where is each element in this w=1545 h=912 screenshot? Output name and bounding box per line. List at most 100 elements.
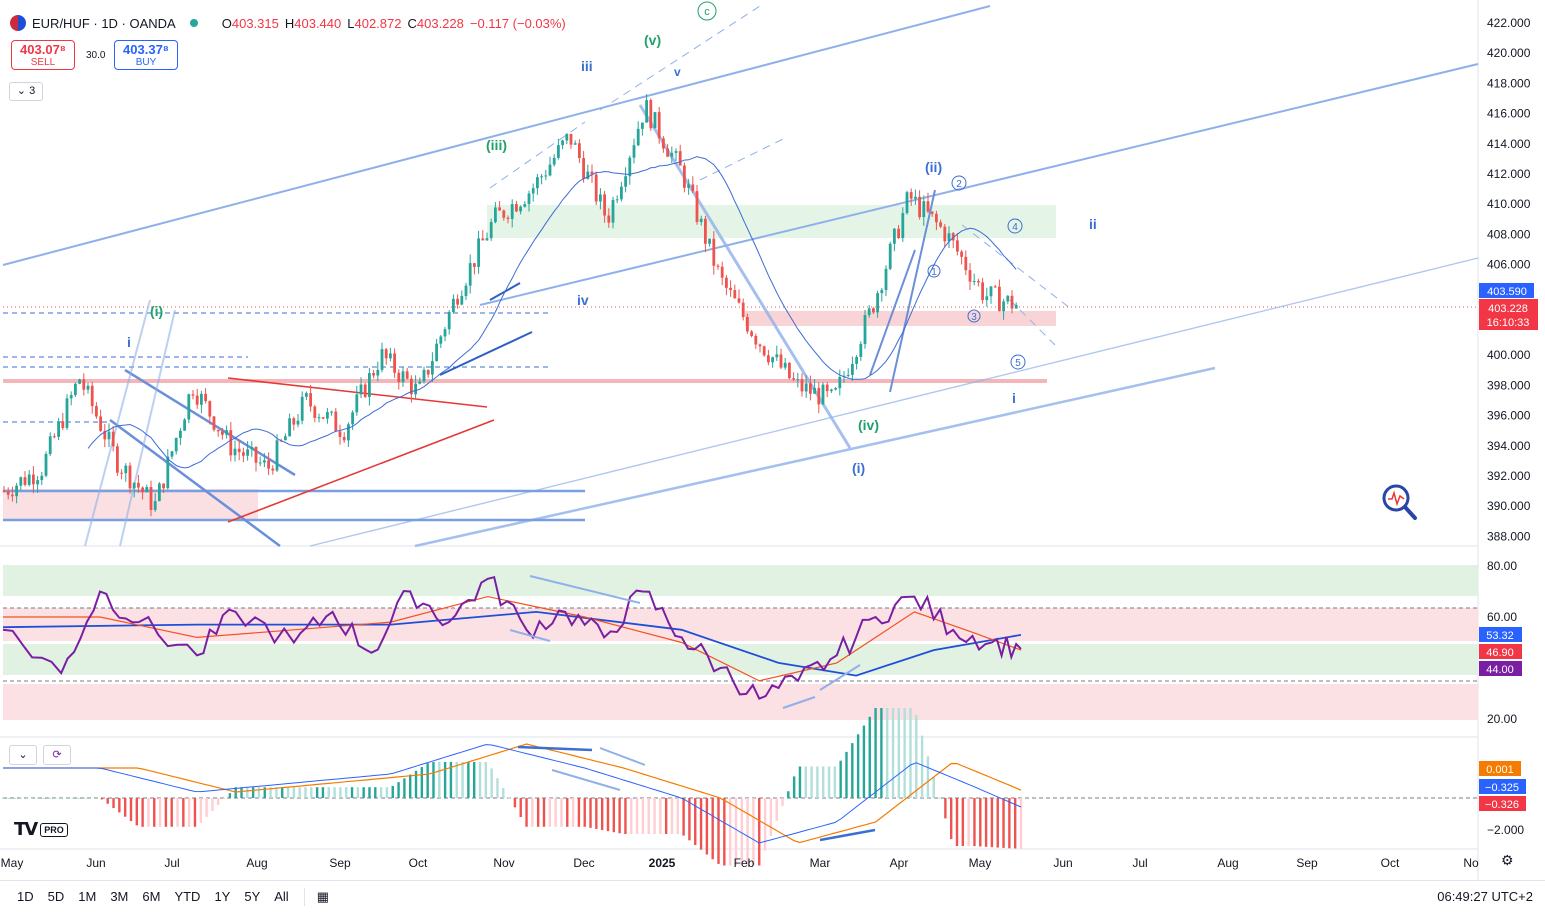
tradingview-logo[interactable]: TV PRO	[14, 819, 68, 840]
magnifier-icon[interactable]	[1382, 484, 1417, 520]
price-axis[interactable]: 422.000 420.000 418.000 416.000 414.000 412.0…	[1487, 16, 1531, 543]
macd-bar	[635, 798, 639, 834]
macd-bar	[182, 798, 185, 827]
timeframe-1m[interactable]: 1M	[78, 889, 97, 904]
macd-bar	[641, 798, 645, 834]
macd-bar	[507, 797, 511, 799]
macd-bar	[647, 798, 650, 834]
macd-bar	[112, 798, 115, 809]
timeframe-6m[interactable]: 6M	[142, 889, 161, 904]
timeframe-1d[interactable]: 1D	[17, 889, 34, 904]
timeframe-ytd[interactable]: YTD	[174, 889, 201, 904]
macd-bar	[36, 798, 40, 799]
macd-bar	[502, 787, 505, 798]
candle-body	[69, 395, 73, 399]
macd-bar	[839, 760, 842, 798]
macd-bar	[903, 708, 906, 798]
macd-bar	[723, 798, 726, 866]
buy-button[interactable]: 403.37⁸ BUY	[114, 40, 178, 70]
candle-body	[99, 416, 102, 431]
candle-body	[82, 379, 86, 390]
candle-body	[397, 372, 401, 383]
candle-body	[767, 355, 770, 363]
high-value: 403.440	[294, 15, 342, 31]
candle-body	[468, 263, 472, 286]
time-tick: Sep	[329, 856, 351, 870]
macd-bar	[484, 762, 488, 798]
candle-body	[817, 387, 821, 405]
macd-bar	[449, 762, 453, 798]
price-tick: 396.000	[1487, 409, 1531, 423]
candle-body	[569, 133, 573, 145]
candle-body	[284, 436, 287, 441]
refresh-icon[interactable]: ⟳	[43, 745, 71, 765]
chevron-down-icon[interactable]: ⌄	[9, 745, 37, 765]
macd-bar	[286, 787, 290, 798]
time-tick: May	[969, 856, 992, 870]
candle-body	[1014, 304, 1018, 309]
rsi-tick: 60.00	[1487, 610, 1517, 624]
macd-bar	[193, 798, 197, 827]
candle-body	[998, 286, 1001, 312]
macd-bar	[536, 798, 540, 827]
candle-body	[699, 218, 703, 223]
supply-zone	[487, 205, 1056, 238]
timeframe-all[interactable]: All	[274, 889, 289, 904]
calendar-icon[interactable]: ▦	[316, 888, 329, 904]
price-tick: 392.000	[1487, 469, 1531, 483]
timeframe-5d[interactable]: 5D	[47, 889, 65, 904]
timeframe-5y[interactable]: 5Y	[244, 889, 261, 904]
candle-body	[813, 387, 816, 394]
macd-bar	[979, 798, 982, 847]
candle-body	[221, 431, 224, 435]
candle-body	[893, 228, 896, 244]
macd-bar	[25, 798, 28, 799]
candle-body	[531, 188, 535, 194]
rsi-tick: 80.00	[1487, 559, 1517, 573]
collapse-indicators-button[interactable]: ⌄ 3	[9, 82, 43, 101]
candle-body	[477, 238, 480, 267]
candle-body	[246, 449, 249, 456]
macd-bar	[426, 763, 429, 798]
macd-bar	[205, 798, 208, 817]
sell-button[interactable]: 403.07⁸ SELL	[11, 40, 75, 70]
candle-body	[212, 416, 216, 430]
clock[interactable]: 06:49:27 UTC+2	[1437, 889, 1533, 904]
candle-body	[351, 412, 354, 425]
settings-icon[interactable]: ⚙	[1501, 852, 1514, 868]
macd-tick: −2.000	[1487, 823, 1524, 837]
macd-bar	[926, 756, 930, 798]
market-status-icon	[189, 19, 198, 27]
chart-canvas[interactable]: iii v iv i (ii) ii (i) i (v) (iii) (i) (…	[0, 0, 1545, 880]
macd-bar	[478, 762, 482, 798]
candle-body	[670, 152, 674, 157]
candle-body	[737, 298, 741, 303]
time-axis[interactable]: May Jun Jul Aug Sep Oct Nov Dec 2025 Feb Mar Apr May…	[1, 856, 1479, 870]
candle-body	[393, 353, 396, 373]
candle-body	[456, 298, 459, 305]
candle-body	[557, 145, 560, 158]
candle-body	[741, 302, 745, 318]
macd-bar	[187, 798, 191, 827]
macd-bar	[961, 798, 965, 846]
macd-bar	[548, 798, 552, 827]
symbol-title[interactable]: EUR/HUF · 1D · OANDA	[32, 15, 176, 31]
macd-bar	[984, 798, 988, 847]
macd-bar	[699, 798, 703, 850]
macd-bar	[379, 787, 383, 798]
candle-body	[153, 501, 157, 510]
macd-bar	[403, 778, 406, 798]
macd-bar	[397, 782, 400, 798]
candle-body	[603, 194, 606, 216]
timeframe-3m[interactable]: 3M	[110, 889, 129, 904]
macd-bar	[542, 798, 546, 827]
candle-body	[137, 482, 140, 488]
macd-bar	[891, 708, 895, 798]
candle-body	[527, 193, 531, 205]
macd-bar	[630, 798, 633, 834]
timeframe-1y[interactable]: 1Y	[214, 889, 231, 904]
macd-bar	[153, 798, 156, 827]
candle-body	[960, 251, 963, 257]
candle-body	[275, 440, 279, 471]
macd-bar	[868, 716, 871, 798]
